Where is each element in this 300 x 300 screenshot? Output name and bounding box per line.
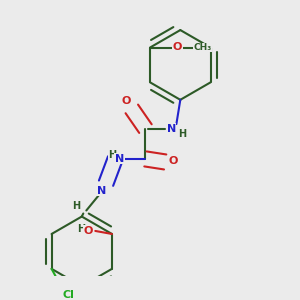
- Text: CH₃: CH₃: [194, 43, 212, 52]
- Text: H: H: [178, 129, 187, 139]
- Text: O: O: [84, 226, 93, 236]
- Text: H: H: [73, 201, 81, 211]
- Text: N: N: [97, 186, 106, 196]
- Text: O: O: [169, 156, 178, 167]
- Text: H: H: [108, 150, 116, 160]
- Text: O: O: [122, 96, 131, 106]
- Text: Cl: Cl: [62, 290, 74, 300]
- Text: H: H: [78, 224, 86, 233]
- Text: N: N: [167, 124, 176, 134]
- Text: N: N: [115, 154, 124, 164]
- Text: O: O: [173, 42, 182, 52]
